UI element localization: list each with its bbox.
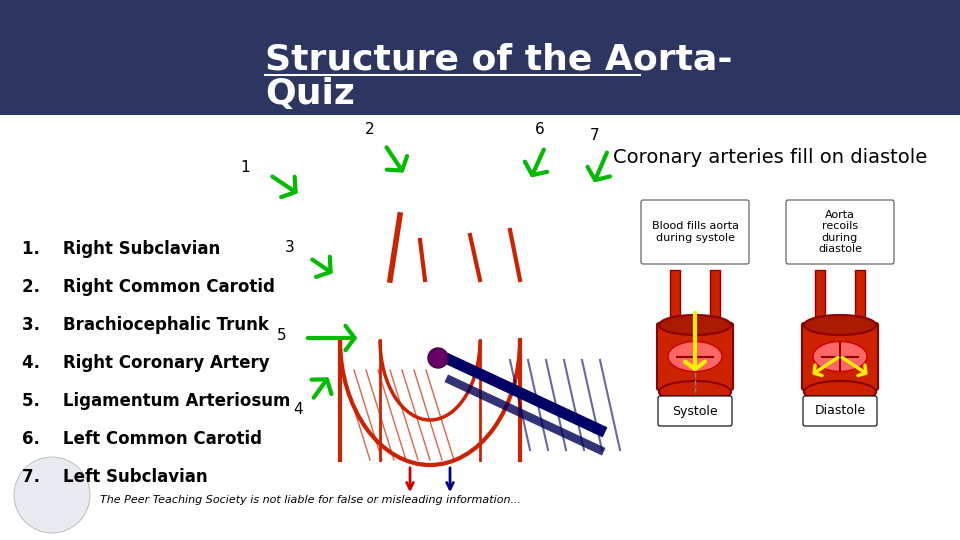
- Bar: [670, 270, 680, 325]
- Text: Blood fills aorta
during systole: Blood fills aorta during systole: [652, 221, 738, 243]
- Bar: [855, 270, 865, 325]
- Text: Structure of the Aorta-: Structure of the Aorta-: [265, 42, 732, 76]
- FancyBboxPatch shape: [657, 323, 733, 390]
- Text: 6.    Left Common Carotid: 6. Left Common Carotid: [22, 430, 262, 448]
- Text: Diastole: Diastole: [814, 404, 866, 417]
- Text: 5.    Ligamentum Arteriosum: 5. Ligamentum Arteriosum: [22, 392, 290, 410]
- Ellipse shape: [668, 341, 722, 372]
- FancyBboxPatch shape: [803, 396, 877, 426]
- Text: 4: 4: [293, 402, 302, 417]
- Text: The Peer Teaching Society is not liable for false or misleading information...: The Peer Teaching Society is not liable …: [100, 495, 521, 505]
- Text: Aorta
recoils
during
diastole: Aorta recoils during diastole: [818, 210, 862, 254]
- FancyBboxPatch shape: [658, 396, 732, 426]
- FancyBboxPatch shape: [802, 323, 878, 390]
- Bar: [0, 0, 960, 115]
- Ellipse shape: [804, 381, 876, 403]
- Text: Quiz: Quiz: [265, 77, 355, 111]
- Bar: [815, 270, 825, 325]
- Text: 6: 6: [535, 123, 545, 138]
- Text: 1: 1: [240, 160, 250, 176]
- Text: 5: 5: [277, 327, 287, 342]
- Text: Systole: Systole: [672, 404, 718, 417]
- Text: 4.    Right Coronary Artery: 4. Right Coronary Artery: [22, 354, 270, 372]
- Text: 7: 7: [590, 127, 600, 143]
- Ellipse shape: [804, 315, 876, 335]
- Text: Coronary arteries fill on diastole: Coronary arteries fill on diastole: [612, 148, 927, 167]
- Text: 2: 2: [365, 123, 374, 138]
- Text: 7.    Left Subclavian: 7. Left Subclavian: [22, 468, 207, 486]
- FancyBboxPatch shape: [641, 200, 749, 264]
- Bar: [710, 270, 720, 325]
- Ellipse shape: [813, 341, 867, 372]
- Text: 3: 3: [285, 240, 295, 255]
- Text: 3.    Brachiocephalic Trunk: 3. Brachiocephalic Trunk: [22, 316, 269, 334]
- Ellipse shape: [659, 315, 731, 335]
- FancyBboxPatch shape: [786, 200, 894, 264]
- Ellipse shape: [659, 381, 731, 403]
- Text: 2.    Right Common Carotid: 2. Right Common Carotid: [22, 278, 275, 296]
- Circle shape: [428, 348, 448, 368]
- Circle shape: [14, 457, 90, 533]
- Text: 1.    Right Subclavian: 1. Right Subclavian: [22, 240, 220, 258]
